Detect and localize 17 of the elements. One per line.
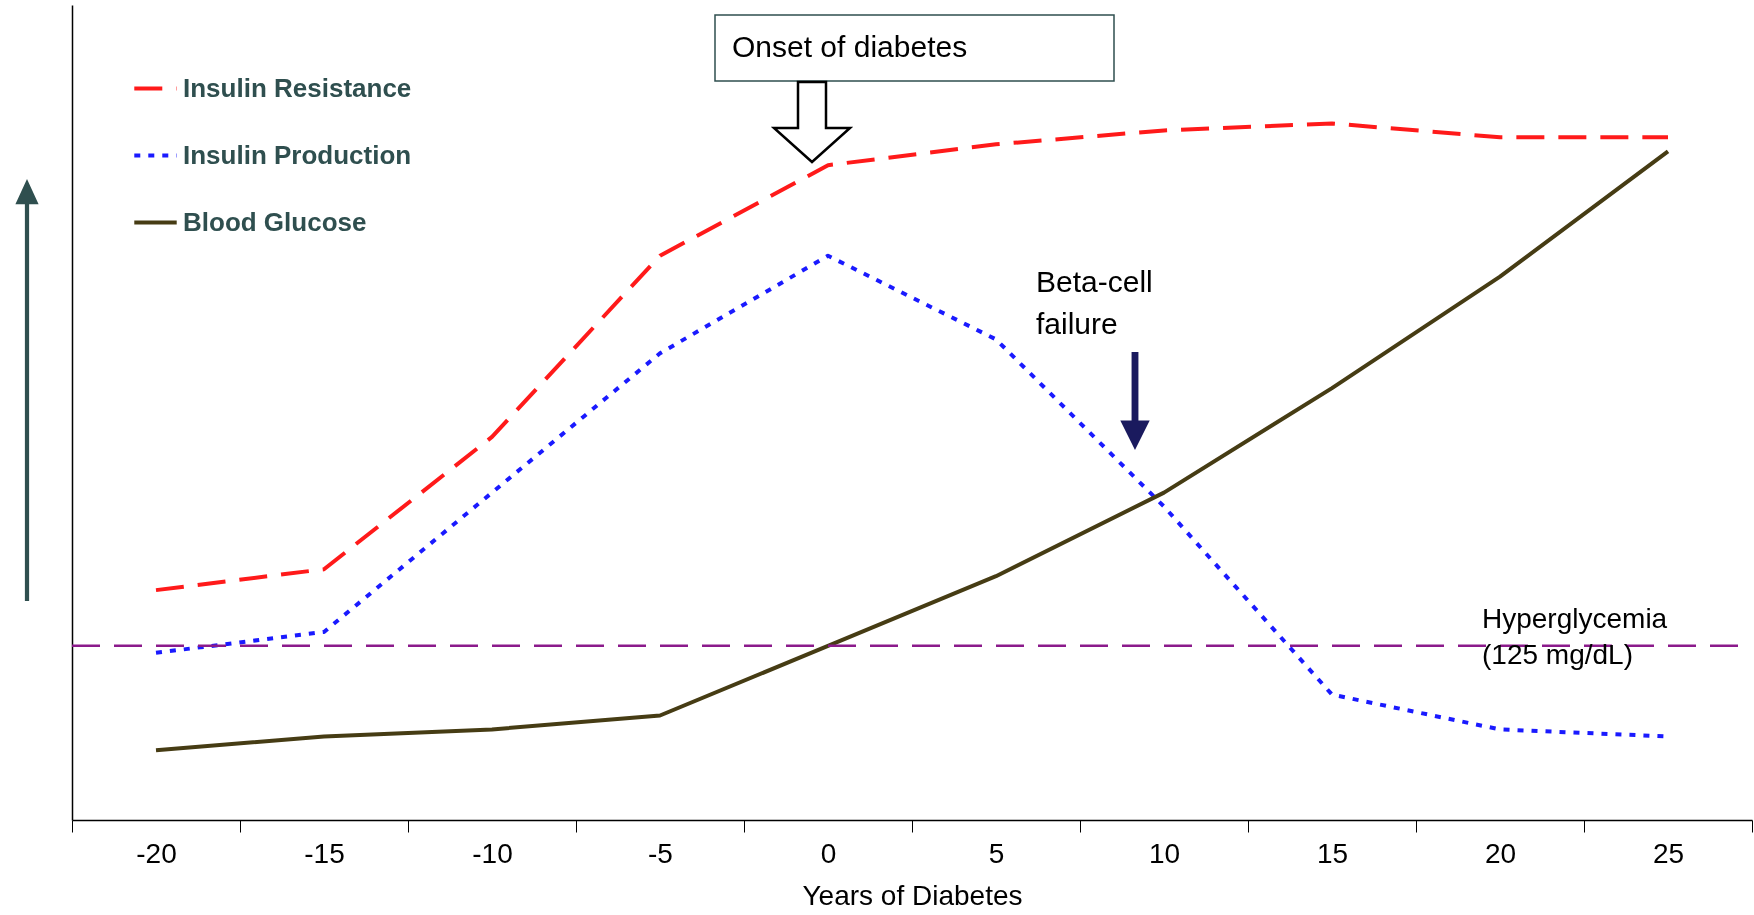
x-tick-label: -20	[136, 837, 177, 869]
x-tick-label: 10	[1148, 837, 1181, 869]
x-tick-label: -5	[648, 837, 673, 869]
x-tick-label: 0	[820, 837, 837, 869]
x-tick-label: -15	[304, 837, 345, 869]
text: Onset of diabetes	[732, 30, 968, 63]
legend-label: Insulin Resistance	[183, 72, 412, 103]
x-tick-label: 15	[1316, 837, 1349, 869]
x-tick-label: 20	[1484, 837, 1517, 869]
x-tick-label: 5	[988, 837, 1005, 869]
x-tick-label: 25	[1652, 837, 1685, 869]
x-tick-label: -10	[472, 837, 513, 869]
legend-label: Insulin Production	[183, 139, 412, 170]
legend-label: Blood Glucose	[183, 206, 367, 237]
annotation: Beta-cell failure	[1036, 265, 1153, 340]
x-axis-title: Years of Diabetes	[802, 879, 1023, 911]
ref-line-label: Hyperglycemia (125 mg/dL)	[1482, 602, 1668, 670]
